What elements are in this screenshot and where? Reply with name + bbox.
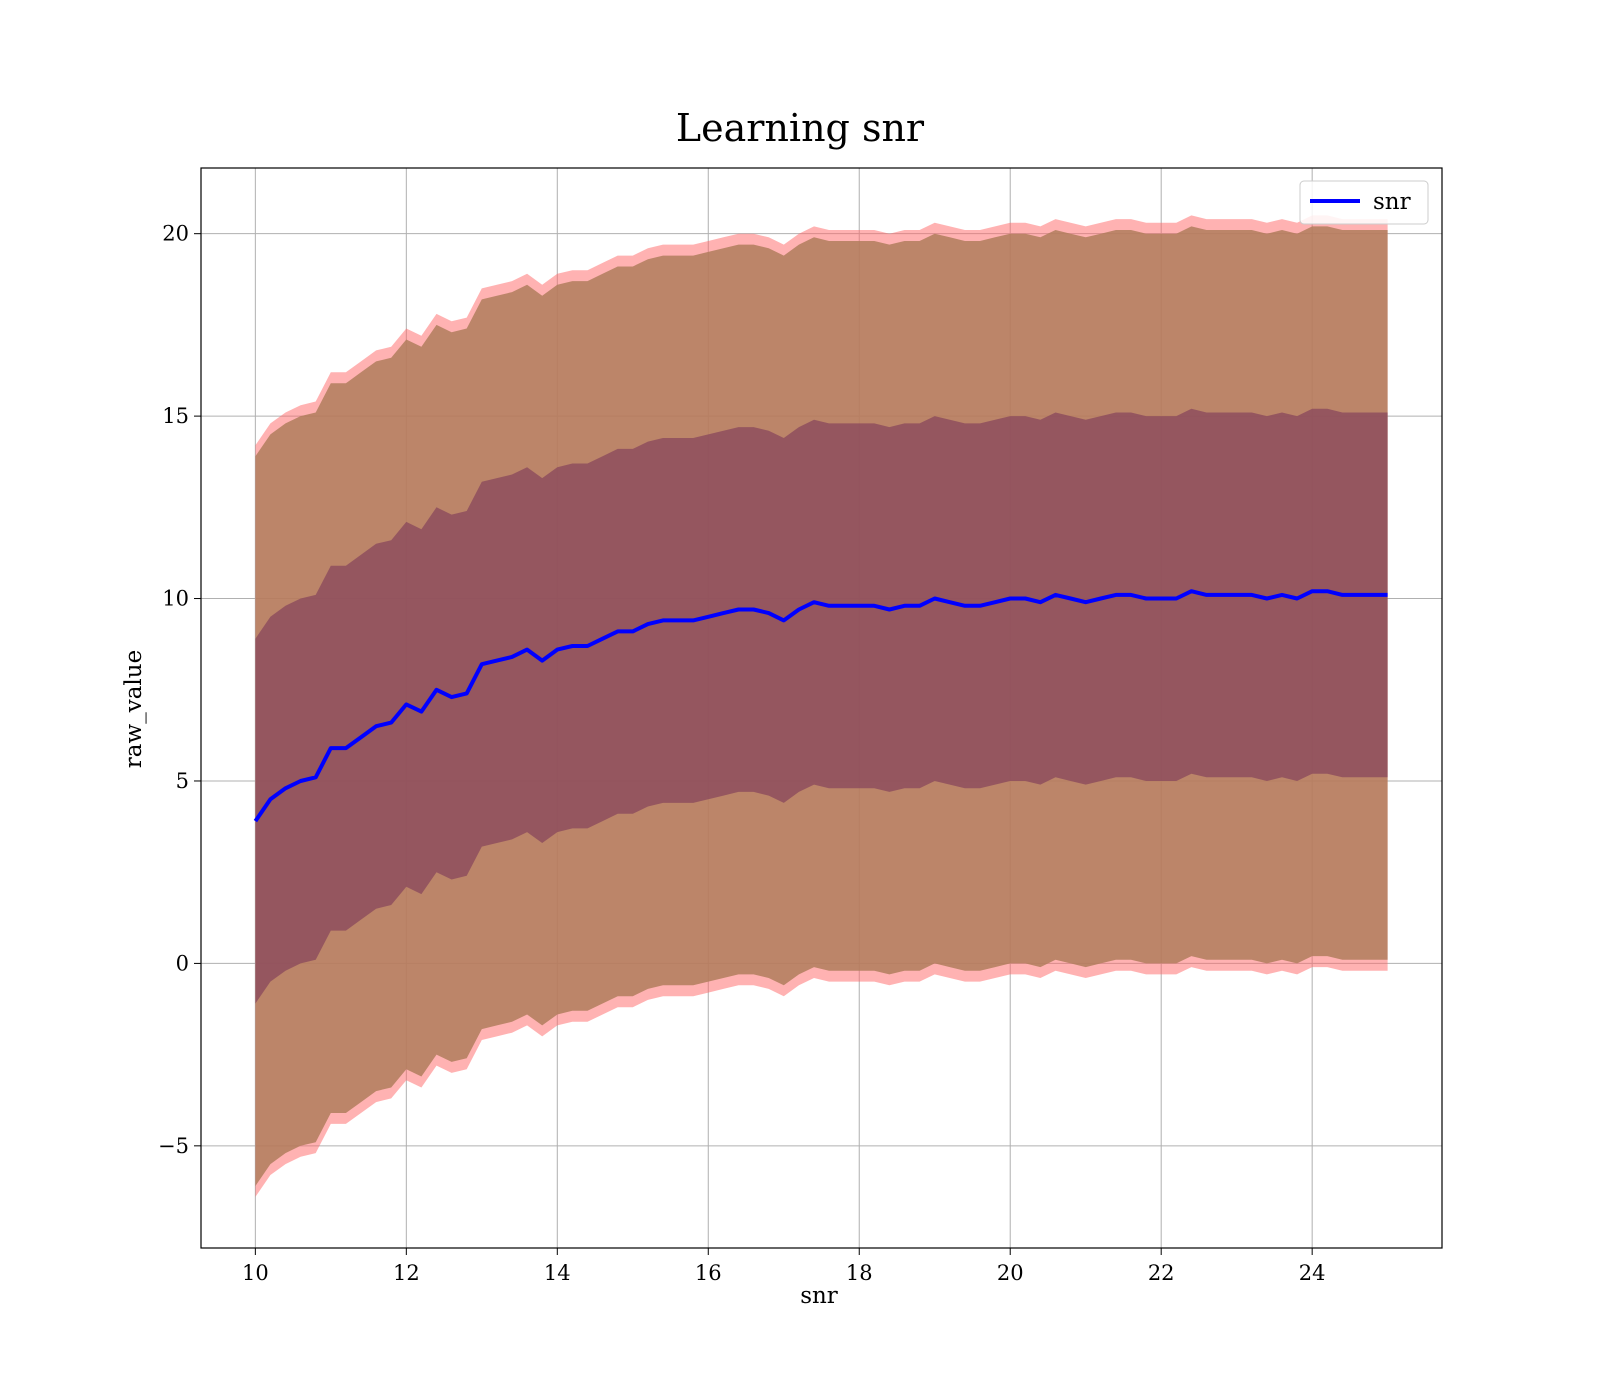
legend: snr bbox=[1299, 180, 1429, 225]
x-tick-label: 24 bbox=[1299, 1261, 1326, 1285]
chart-title: Learning snr bbox=[676, 106, 925, 150]
y-tick-label: 15 bbox=[162, 404, 189, 428]
y-tick-label: 20 bbox=[162, 222, 189, 246]
y-axis-label: raw_value bbox=[121, 650, 147, 768]
band-1sigma bbox=[255, 408, 1388, 1004]
x-tick-label: 10 bbox=[242, 1261, 269, 1285]
x-axis-ticks: 10 12 14 16 18 20 22 24 bbox=[242, 1248, 1326, 1285]
x-tick-label: 22 bbox=[1148, 1261, 1175, 1285]
y-tick-label: 0 bbox=[176, 951, 189, 975]
x-tick-label: 12 bbox=[393, 1261, 420, 1285]
y-axis-ticks: −5 0 5 10 15 20 bbox=[158, 222, 201, 1158]
plot-frame bbox=[200, 167, 1443, 1249]
x-tick-label: 16 bbox=[695, 1261, 722, 1285]
legend-label: snr bbox=[1373, 189, 1411, 215]
x-tick-label: 18 bbox=[846, 1261, 873, 1285]
y-tick-label: −5 bbox=[158, 1134, 189, 1158]
x-tick-label: 14 bbox=[544, 1261, 571, 1285]
y-tick-label: 5 bbox=[176, 769, 189, 793]
series-line-snr bbox=[253, 589, 1388, 823]
legend-box bbox=[1299, 180, 1429, 225]
confidence-bands bbox=[255, 215, 1388, 1197]
series-line-layer bbox=[253, 589, 1388, 823]
x-tick-label: 20 bbox=[997, 1261, 1024, 1285]
x-axis-label: snr bbox=[800, 1283, 838, 1309]
y-tick-label: 10 bbox=[162, 587, 189, 611]
